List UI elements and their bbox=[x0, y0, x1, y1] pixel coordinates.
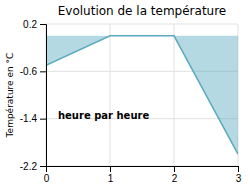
axis-line bbox=[40, 25, 47, 167]
tick-label: 2 bbox=[172, 173, 178, 184]
tick: -2.2 bbox=[20, 161, 46, 172]
tick-label: -2.2 bbox=[20, 161, 38, 172]
tick: 0 bbox=[44, 166, 50, 184]
x-axis: 0 1 2 3 bbox=[44, 166, 242, 184]
tick-label: -0.6 bbox=[20, 66, 38, 77]
tick-mark bbox=[174, 166, 175, 172]
y-label: Température en °C bbox=[5, 53, 15, 139]
grid-line bbox=[46, 24, 238, 25]
grid-line bbox=[110, 24, 111, 166]
tick-mark bbox=[110, 166, 111, 172]
tick-mark bbox=[40, 24, 46, 25]
tick-mark bbox=[40, 166, 46, 167]
chart: 0 1 2 3 0.2 -0.6 -1.4 -2.2 Evolution de la tempé… bbox=[0, 0, 250, 188]
tick-mark bbox=[238, 166, 239, 172]
tick-label: 0.2 bbox=[23, 19, 37, 30]
marks bbox=[46, 36, 238, 154]
tick-mark bbox=[40, 119, 46, 120]
tick-label: 0 bbox=[44, 173, 50, 184]
tick: -1.4 bbox=[20, 113, 46, 124]
axis-line bbox=[47, 167, 239, 173]
area bbox=[46, 36, 238, 154]
x-label: heure par heure bbox=[58, 110, 149, 121]
plot: 0 1 2 3 0.2 -0.6 -1.4 -2.2 bbox=[20, 19, 242, 184]
tick-label: 1 bbox=[108, 173, 114, 184]
tick: -0.6 bbox=[20, 66, 46, 77]
title: Evolution de la température bbox=[58, 4, 227, 18]
tick-mark bbox=[40, 71, 46, 72]
grid-line bbox=[174, 24, 175, 166]
tick-label: -1.4 bbox=[20, 113, 38, 124]
tick: 1 bbox=[108, 166, 114, 184]
tick: 3 bbox=[236, 166, 242, 184]
tick: 2 bbox=[172, 166, 178, 184]
tick: 0.2 bbox=[23, 19, 46, 30]
line bbox=[46, 36, 238, 154]
grid bbox=[46, 24, 238, 166]
y-axis: 0.2 -0.6 -1.4 -2.2 bbox=[20, 19, 47, 172]
tick-label: 3 bbox=[236, 173, 242, 184]
